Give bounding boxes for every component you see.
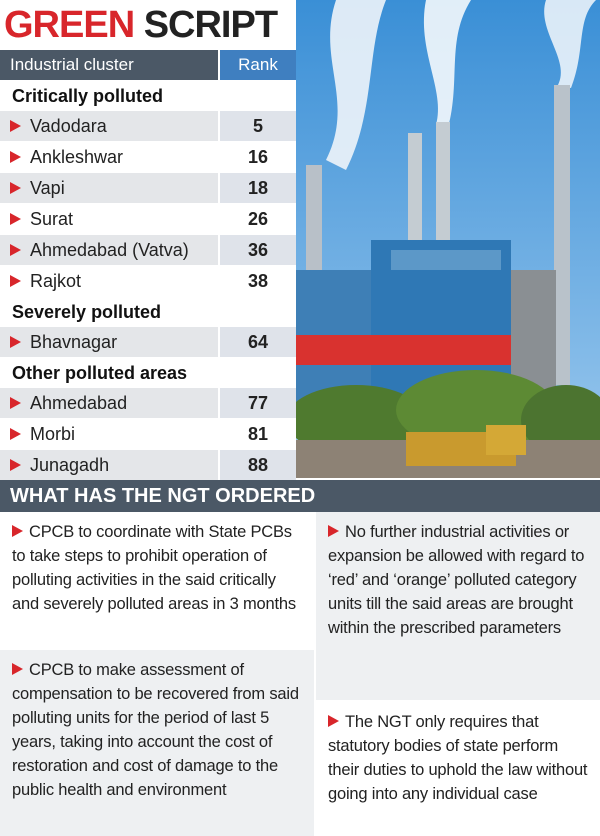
bullet-arrow	[328, 525, 339, 537]
cluster-name: Ankleshwar	[30, 147, 124, 167]
bullet-arrow	[10, 428, 21, 440]
rank-cell: 88	[218, 450, 296, 480]
rank-cell: 36	[218, 235, 296, 265]
column-header: Industrial cluster	[0, 50, 218, 80]
table-row: Vadodara 5	[0, 111, 296, 142]
bullet-arrow	[10, 336, 21, 348]
table-row: Bhavnagar 64	[0, 327, 296, 358]
table-row: Morbi 81	[0, 419, 296, 450]
cluster-cell: Rajkot	[0, 266, 218, 296]
factory-photo	[296, 0, 600, 478]
bullet-arrow	[10, 275, 21, 287]
cluster-name: Bhavnagar	[30, 332, 118, 352]
order-text: CPCB to make assessment of compensation …	[12, 661, 299, 799]
table-row: Surat 26	[0, 204, 296, 235]
bullet-arrow	[10, 182, 21, 194]
cluster-cell: Bhavnagar	[0, 327, 218, 357]
order-text: The NGT only requires that statutory bod…	[328, 713, 588, 803]
cluster-name: Ahmedabad	[30, 393, 128, 413]
rank-cell: 64	[218, 327, 296, 357]
cluster-name: Ahmedabad (Vatva)	[30, 240, 189, 260]
table-row: Ankleshwar 16	[0, 142, 296, 173]
rank-cell: 5	[218, 111, 296, 141]
title-green: GREEN	[4, 4, 135, 46]
rank-cell: 38	[218, 266, 296, 296]
cluster-name: Junagadh	[30, 455, 110, 475]
cluster-name: Vapi	[30, 178, 65, 198]
cluster-name: Morbi	[30, 424, 76, 444]
cluster-cell: Surat	[0, 204, 218, 234]
title: GREEN SCRIPT	[0, 0, 296, 50]
order-item: CPCB to make assessment of compensation …	[0, 650, 314, 836]
cluster-cell: Ahmedabad	[0, 388, 218, 418]
section-title: Other polluted areas	[0, 358, 296, 388]
cluster-cell: Ahmedabad (Vatva)	[0, 235, 218, 265]
ranking-table: GREEN SCRIPT Industrial cluster Rank Cri…	[0, 0, 296, 481]
cluster-cell: Vadodara	[0, 111, 218, 141]
cluster-name: Surat	[30, 209, 74, 229]
bullet-arrow	[10, 213, 21, 225]
cluster-cell: Junagadh	[0, 450, 218, 480]
column-header: Rank	[218, 50, 296, 80]
table-body: Critically polluted Vadodara 5 Ankleshwar 16…	[0, 81, 296, 481]
section-title: WHAT HAS THE NGT ORDERED	[0, 480, 600, 512]
cluster-cell: Morbi	[0, 419, 218, 449]
bullet-arrow	[12, 663, 23, 675]
rank-cell: 18	[218, 173, 296, 203]
table-row: Rajkot 38	[0, 266, 296, 297]
rank-cell: 26	[218, 204, 296, 234]
section-title: Critically polluted	[0, 81, 296, 111]
cluster-name: Rajkot	[30, 271, 82, 291]
order-item: CPCB to coordinate with State PCBs to ta…	[0, 512, 314, 650]
bullet-arrow	[12, 525, 23, 537]
order-item: No further industrial activities or expa…	[316, 512, 600, 700]
bullet-arrow	[10, 397, 21, 409]
table-row: Vapi 18	[0, 173, 296, 204]
section-title: Severely polluted	[0, 297, 296, 327]
bullet-arrow	[10, 244, 21, 256]
cluster-cell: Ankleshwar	[0, 142, 218, 172]
cluster-name: Vadodara	[30, 116, 107, 136]
rank-cell: 77	[218, 388, 296, 418]
bullet-arrow	[10, 120, 21, 132]
title-script: SCRIPT	[143, 4, 278, 46]
table-row: Ahmedabad (Vatva) 36	[0, 235, 296, 266]
table-row: Ahmedabad 77	[0, 388, 296, 419]
bullet-arrow	[328, 715, 339, 727]
table-row: Junagadh 88	[0, 450, 296, 481]
rank-cell: 16	[218, 142, 296, 172]
order-text: No further industrial activities or expa…	[328, 523, 585, 637]
order-text: CPCB to coordinate with State PCBs to ta…	[12, 523, 296, 613]
cluster-cell: Vapi	[0, 173, 218, 203]
order-item: The NGT only requires that statutory bod…	[316, 702, 600, 836]
table-header: Industrial cluster Rank	[0, 50, 296, 81]
bullet-arrow	[10, 459, 21, 471]
rank-cell: 81	[218, 419, 296, 449]
bullet-arrow	[10, 151, 21, 163]
